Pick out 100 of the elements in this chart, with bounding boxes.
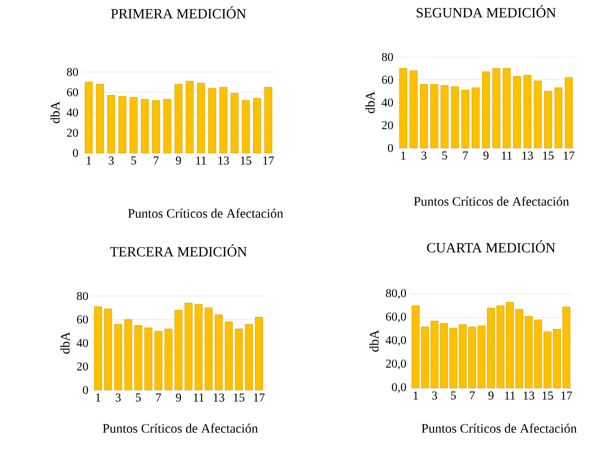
bar: [461, 90, 470, 148]
y-tick-label: 60: [66, 88, 78, 96]
x-tick-label: 15: [543, 152, 554, 160]
y-tick-label: 0: [82, 386, 88, 394]
bar: [186, 80, 194, 154]
x-axis-title: Puntos Críticos de Afectación: [128, 208, 284, 218]
x-tick-label: 5: [131, 156, 136, 164]
bar: [130, 97, 138, 154]
bar: [194, 304, 203, 390]
bar: [242, 100, 250, 154]
x-tick-label: 1: [401, 152, 406, 160]
y-tick-label: 20: [77, 362, 88, 371]
x-tick-label: 17: [263, 156, 274, 164]
x-tick-label: 17: [561, 392, 572, 400]
y-tick-label: 80: [382, 52, 394, 62]
y-tick-label: 0: [72, 148, 78, 158]
x-tick-label: 5: [136, 394, 141, 402]
x-tick-label: 17: [254, 394, 265, 402]
y-tick-label: 80: [66, 68, 78, 76]
bar: [420, 84, 428, 148]
y-tick-label: 80: [76, 292, 88, 300]
bar: [451, 86, 459, 148]
bar: [164, 328, 172, 390]
bar: [482, 72, 490, 148]
x-tick-label: 9: [483, 152, 489, 160]
y-tick-label: 60: [382, 76, 394, 84]
y-axis-title: dbA: [50, 101, 60, 124]
bar: [154, 331, 162, 390]
bar: [253, 98, 261, 154]
bar: [523, 75, 532, 148]
y-tick-label: 40,0: [386, 336, 406, 346]
x-tick-label: 11: [502, 152, 512, 160]
x-tick-label: 11: [196, 156, 206, 164]
bar: [234, 328, 243, 390]
bar: [564, 77, 573, 148]
x-tick-label: 7: [154, 156, 159, 164]
bar: [140, 99, 149, 154]
x-tick-label: 7: [470, 392, 475, 400]
x-tick-label: 5: [442, 152, 448, 160]
bar: [96, 84, 104, 154]
bar: [472, 88, 480, 148]
bar: [104, 308, 112, 390]
bar: [230, 93, 239, 154]
bar: [152, 100, 160, 154]
y-axis-title: dbA: [365, 91, 375, 114]
x-tick-label: 7: [156, 394, 162, 402]
x-tick-label: 9: [176, 394, 182, 402]
x-tick-label: 3: [116, 394, 121, 402]
x-tick-label: 9: [176, 156, 182, 165]
y-tick-label: 0: [388, 144, 394, 152]
y-tick-label: 20: [382, 121, 394, 130]
chart-title: SEGUNDA MEDICIÓN: [416, 5, 556, 18]
x-tick-label: 1: [96, 394, 100, 402]
bar: [544, 90, 552, 148]
x-tick-label: 13: [214, 394, 224, 402]
x-tick-label: 5: [451, 392, 456, 400]
y-tick-label: 40: [76, 338, 88, 348]
bar: [513, 76, 521, 148]
bar: [264, 86, 272, 154]
bar: [208, 88, 216, 154]
y-tick-label: 40: [66, 108, 78, 117]
bar: [94, 306, 102, 390]
x-axis-title: Puntos Críticos de Afectación: [414, 196, 569, 206]
bar: [107, 95, 116, 154]
y-tick-label: 60: [76, 315, 88, 324]
bar: [255, 316, 263, 390]
bar: [84, 82, 93, 154]
bar: [118, 96, 126, 154]
bar: [430, 84, 438, 148]
bar: [174, 84, 182, 154]
x-tick-label: 17: [564, 152, 574, 160]
x-tick-label: 15: [234, 394, 244, 402]
bar: [554, 88, 562, 148]
x-tick-label: 15: [542, 392, 554, 400]
x-tick-label: 11: [194, 394, 204, 402]
x-axis-title: Puntos Críticos de Afectación: [422, 424, 577, 433]
x-tick-label: 3: [432, 392, 438, 400]
y-tick-label: 0,0: [392, 383, 406, 393]
y-tick-label: 20,0: [386, 360, 406, 370]
chart-title: PRIMERA MEDICIÓN: [111, 6, 246, 18]
bar: [399, 68, 408, 148]
bar: [196, 82, 205, 154]
x-axis-title: Puntos Críticos de Afectación: [102, 424, 258, 433]
bar: [114, 324, 122, 390]
bar: [502, 68, 511, 148]
x-tick-label: 3: [108, 156, 114, 165]
bar: [244, 324, 253, 390]
x-tick-label: 9: [488, 392, 494, 400]
x-tick-label: 1: [86, 156, 92, 164]
bar: [534, 80, 542, 148]
x-tick-label: 13: [524, 392, 534, 400]
bar: [174, 310, 182, 390]
x-tick-label: 11: [505, 392, 515, 400]
y-tick-label: 40: [382, 98, 394, 107]
chart-title: TERCERA MEDICIÓN: [110, 244, 247, 256]
bar: [163, 99, 172, 154]
bar: [440, 85, 449, 148]
bar: [492, 68, 500, 148]
chart-title: CUARTA MEDICIÓN: [427, 240, 556, 252]
x-tick-label: 3: [421, 152, 426, 160]
